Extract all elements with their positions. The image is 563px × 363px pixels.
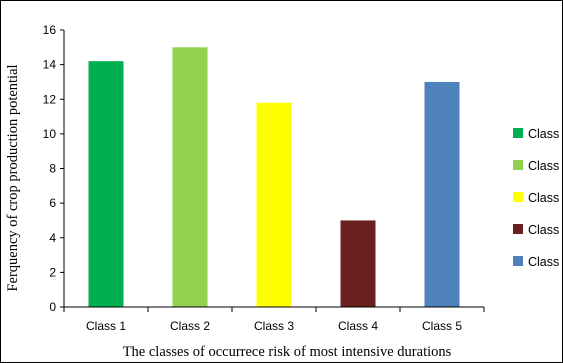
y-tick-label: 2 xyxy=(49,265,56,279)
x-tick-label: Class 4 xyxy=(338,319,378,333)
legend: Class 1 Class 2 Class 3 Class 4 Class 5 xyxy=(513,127,563,269)
x-axis-title: The classes of occurrece risk of most in… xyxy=(123,344,452,360)
legend-swatch xyxy=(513,160,523,170)
legend-swatch xyxy=(513,256,523,266)
legend-swatch xyxy=(513,224,523,234)
legend-label: Class 1 xyxy=(528,127,563,141)
x-axis-ticks: Class 1 Class 2 Class 3 Class 4 Class 5 xyxy=(63,307,485,333)
y-tick-label: 12 xyxy=(43,92,57,106)
y-tick-label: 10 xyxy=(43,127,57,141)
legend-label: Class 3 xyxy=(528,191,563,205)
bar-2 xyxy=(172,47,208,307)
y-tick-label: 14 xyxy=(43,58,57,72)
y-axis-ticks: 0 2 4 6 8 10 12 14 16 xyxy=(43,23,64,314)
y-tick-label: 16 xyxy=(43,23,57,37)
x-tick-label: Class 2 xyxy=(170,319,210,333)
x-tick-label: Class 1 xyxy=(86,319,126,333)
x-tick-label: Class 5 xyxy=(422,319,462,333)
y-tick-label: 0 xyxy=(49,300,56,314)
y-tick-label: 6 xyxy=(49,196,56,210)
y-axis-title: Ferquency of crop production potential xyxy=(5,64,21,291)
legend-label: Class 5 xyxy=(528,255,563,269)
legend-label: Class 2 xyxy=(528,159,563,173)
x-tick-label: Class 3 xyxy=(254,319,294,333)
bar-3 xyxy=(256,102,292,308)
y-tick-label: 4 xyxy=(49,231,56,245)
legend-label: Class 4 xyxy=(528,223,563,237)
legend-swatch xyxy=(513,192,523,202)
legend-swatch xyxy=(513,128,523,138)
bar-4 xyxy=(340,220,376,307)
y-tick-label: 8 xyxy=(49,162,56,176)
plot-area xyxy=(88,47,460,308)
bar-5 xyxy=(424,81,460,307)
bar-1 xyxy=(88,61,124,307)
